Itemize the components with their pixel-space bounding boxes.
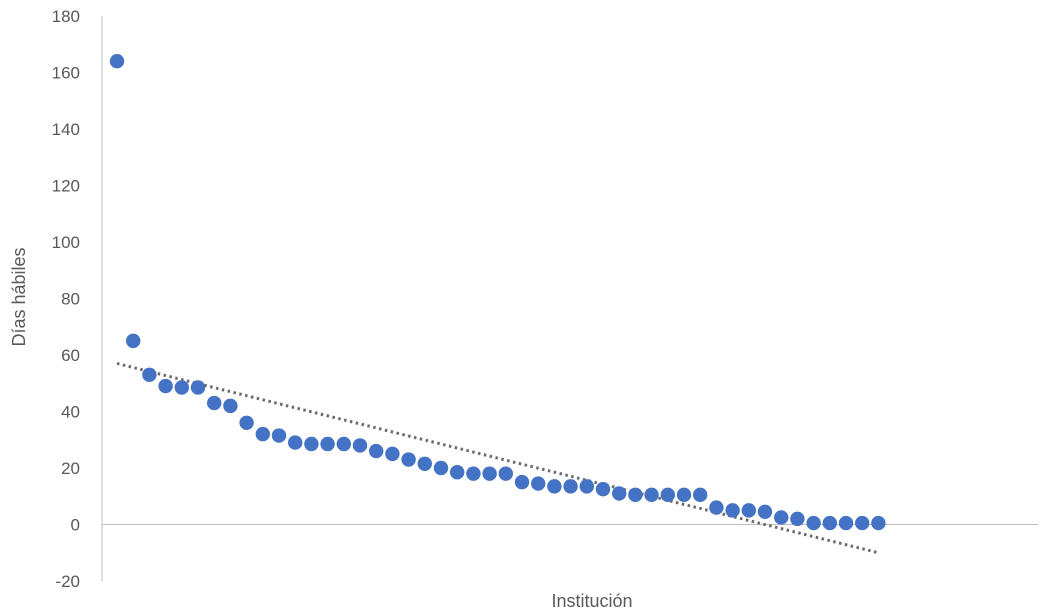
data-points (109, 54, 886, 531)
data-point (239, 415, 254, 430)
data-point (822, 515, 837, 531)
y-tick-label: 0 (71, 516, 80, 535)
data-point (628, 487, 643, 503)
data-point (676, 487, 692, 503)
data-point (514, 474, 530, 490)
data-point (336, 436, 351, 452)
data-point (352, 438, 368, 453)
data-point (223, 398, 238, 414)
data-point (547, 479, 562, 494)
trendline (116, 362, 879, 555)
y-tick-label: 160 (52, 64, 80, 83)
data-point (563, 479, 578, 494)
data-point (660, 487, 675, 503)
x-axis-title: Institución (551, 591, 632, 611)
y-tick-label: 180 (52, 7, 80, 26)
data-point (320, 436, 335, 452)
y-tick-label: 60 (61, 346, 80, 365)
data-point (271, 428, 287, 443)
data-point (644, 487, 659, 503)
data-point (725, 503, 740, 518)
data-point (790, 511, 805, 527)
y-tick-label: 140 (52, 120, 80, 139)
y-tick-label: 120 (52, 177, 80, 196)
y-axis-title: Días hábiles (9, 247, 29, 346)
data-point (838, 515, 854, 531)
data-point (417, 456, 432, 471)
data-point (612, 486, 627, 501)
data-point (255, 426, 270, 442)
data-point (757, 504, 773, 519)
data-point (158, 378, 173, 394)
data-point (709, 500, 724, 515)
data-point (531, 476, 546, 491)
data-point (450, 465, 465, 480)
data-point (498, 466, 513, 481)
y-tick-label: 100 (52, 233, 80, 252)
data-point (806, 515, 821, 531)
data-point (142, 367, 157, 382)
data-point (774, 510, 789, 525)
y-tick-label: 20 (61, 459, 80, 478)
data-point (126, 333, 141, 349)
data-point (174, 380, 189, 395)
data-point (385, 446, 400, 462)
y-tick-label: -20 (55, 572, 80, 591)
data-point (207, 395, 222, 411)
data-point (288, 435, 303, 450)
data-point (579, 479, 594, 494)
data-point (433, 460, 449, 476)
data-point (482, 466, 497, 481)
data-point (190, 380, 206, 395)
y-tick-label: 40 (61, 403, 80, 422)
data-point (693, 487, 708, 503)
data-point (741, 503, 756, 518)
data-point (304, 436, 319, 452)
y-tick-labels: -20 0 20 40 60 80 100 120 140 160 180 (52, 7, 80, 591)
data-point (369, 443, 384, 459)
data-point (855, 515, 870, 531)
data-point (109, 54, 125, 69)
y-tick-label: 80 (61, 290, 80, 309)
data-point (466, 466, 481, 481)
data-point (401, 452, 416, 467)
data-point (595, 481, 611, 497)
data-point (871, 515, 886, 531)
